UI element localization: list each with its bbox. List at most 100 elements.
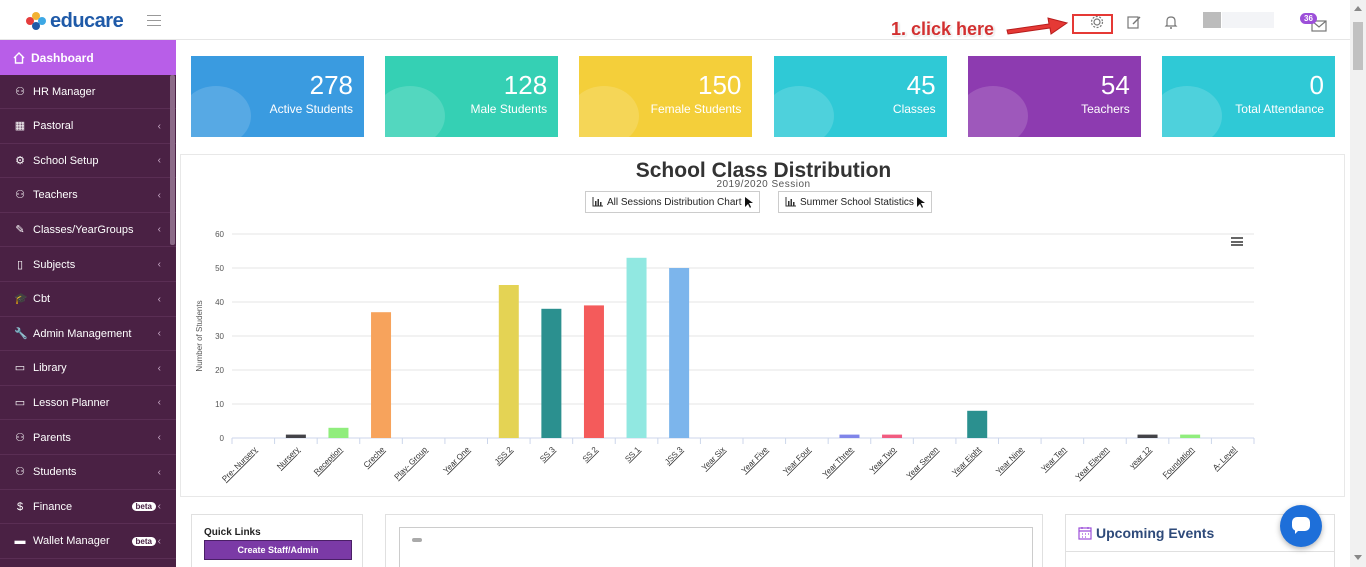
stat-card-female-students[interactable]: 150 Female Students bbox=[579, 56, 753, 137]
bell-icon[interactable] bbox=[1163, 14, 1179, 30]
beta-badge: beta bbox=[131, 502, 156, 512]
page-scrollbar[interactable] bbox=[1350, 0, 1366, 567]
chevron-left-icon: ‹ bbox=[157, 535, 161, 547]
quick-links-title: Quick Links bbox=[204, 527, 261, 538]
sidebar-item-dashboard[interactable]: Dashboard bbox=[0, 40, 184, 75]
x-tick-label: Year Ten bbox=[1039, 445, 1067, 473]
stat-label: Female Students bbox=[650, 102, 742, 116]
sidebar-item-wallet-manager[interactable]: ▬ Wallet Manager beta ‹ bbox=[0, 525, 176, 559]
x-tick-label: Year Eleven bbox=[1074, 445, 1111, 482]
x-tick-label: Year Three bbox=[821, 445, 855, 479]
sidebar-item-label: Classes/YearGroups bbox=[33, 223, 134, 236]
bar-ss-3 bbox=[541, 308, 562, 438]
chevron-left-icon: ‹ bbox=[157, 155, 161, 167]
stat-value: 54 bbox=[1100, 70, 1130, 100]
y-tick-label: 30 bbox=[215, 332, 224, 341]
settings-gear-icon[interactable] bbox=[1089, 14, 1105, 30]
chevron-left-icon: ‹ bbox=[157, 432, 161, 443]
users-icon: ⚇ bbox=[15, 85, 25, 98]
stat-value: 278 bbox=[309, 70, 353, 100]
chart-title: School Class Distribution bbox=[635, 159, 892, 182]
sidebar-item-label: Dashboard bbox=[31, 50, 94, 65]
chevron-left-icon: ‹ bbox=[157, 189, 161, 201]
card-decoration bbox=[385, 86, 446, 137]
mail-badge: 36 bbox=[1300, 13, 1317, 24]
stat-value: 45 bbox=[906, 70, 936, 100]
content-panel bbox=[385, 514, 1043, 567]
sidebar-item-admin-management[interactable]: 🔧 Admin Management ‹ bbox=[0, 317, 176, 352]
class-distribution-panel: School Class Distribution 2019/2020 Sess… bbox=[180, 154, 1345, 497]
chevron-left-icon: ‹ bbox=[157, 466, 161, 478]
scroll-up-icon[interactable] bbox=[1354, 6, 1362, 11]
logo-mark-icon bbox=[26, 12, 46, 30]
sidebar-item-school-setup[interactable]: ⚙ School Setup ‹ bbox=[0, 144, 176, 179]
bar-ss-2 bbox=[583, 305, 604, 438]
chevron-left-icon: ‹ bbox=[157, 293, 161, 305]
stat-card-active-students[interactable]: 278 Active Students bbox=[191, 56, 364, 137]
sidebar-item-teachers[interactable]: ⚇ Teachers ‹ bbox=[0, 179, 176, 213]
avatar[interactable] bbox=[1203, 12, 1221, 28]
chevron-left-icon: ‹ bbox=[157, 259, 161, 270]
stat-value: 150 bbox=[698, 70, 742, 100]
sidebar-item-cbt[interactable]: 🎓 Cbt ‹ bbox=[0, 283, 176, 317]
logo[interactable]: educare bbox=[26, 11, 124, 31]
create-staff-admin-button[interactable]: Create Staff/Admin bbox=[204, 540, 352, 560]
bar-year-eight bbox=[967, 410, 988, 438]
y-tick-label: 0 bbox=[220, 434, 225, 443]
bar-chart: 0 10 20 30 40 50 60 Number of Students Pre- Nurs… bbox=[195, 230, 1255, 483]
sidebar-item-classes-yeargroups[interactable]: ✎ Classes/YearGroups ‹ bbox=[0, 213, 176, 248]
upcoming-events-panel: Upcoming Events bbox=[1065, 514, 1335, 567]
bar-jss-3 bbox=[669, 268, 690, 438]
sidebar-item-label: Teachers bbox=[33, 189, 78, 202]
button-label: Summer School Statistics bbox=[800, 196, 914, 208]
cursor-icon bbox=[916, 196, 925, 208]
edit-icon[interactable] bbox=[1126, 14, 1142, 30]
chevron-left-icon: ‹ bbox=[157, 362, 161, 374]
sidebar-item-label: Students bbox=[33, 466, 77, 479]
edit-icon: ✎ bbox=[15, 223, 25, 236]
all-sessions-chart-button[interactable]: All Sessions Distribution Chart bbox=[585, 191, 760, 213]
dollar-icon: $ bbox=[16, 500, 24, 513]
main-content: 278 Active Students 128 Male Students 150 Fem… bbox=[176, 40, 1350, 567]
library-icon: ▭ bbox=[14, 362, 26, 375]
sidebar-item-students[interactable]: ⚇ Students ‹ bbox=[0, 456, 176, 490]
summer-school-stats-button[interactable]: Summer School Statistics bbox=[778, 191, 932, 213]
y-tick-label: 50 bbox=[215, 264, 224, 273]
divider bbox=[1066, 551, 1334, 552]
card-decoration bbox=[773, 86, 834, 137]
sidebar-item-label: HR Manager bbox=[33, 85, 96, 98]
user-icon: ⚇ bbox=[15, 431, 25, 444]
user-icon: ⚇ bbox=[15, 466, 25, 479]
x-tick-label: Year Four bbox=[781, 445, 812, 476]
stat-card-classes[interactable]: 45 Classes bbox=[773, 56, 947, 137]
scroll-down-icon[interactable] bbox=[1354, 555, 1362, 560]
sidebar-item-label: Lesson Planner bbox=[33, 396, 110, 409]
sidebar-item-lesson-planner[interactable]: ▭ Lesson Planner ‹ bbox=[0, 386, 176, 421]
chat-bubble-button[interactable] bbox=[1280, 505, 1322, 547]
gear-icon: ⚙ bbox=[15, 154, 25, 167]
chevron-left-icon: ‹ bbox=[157, 224, 161, 236]
sidebar-scrollbar[interactable] bbox=[170, 75, 175, 245]
button-label: All Sessions Distribution Chart bbox=[607, 196, 742, 208]
sidebar-item-label: Wallet Manager bbox=[33, 535, 110, 548]
x-tick-label: Year Seven bbox=[905, 445, 940, 480]
stat-card-total-attendance[interactable]: 0 Total Attendance bbox=[1162, 56, 1335, 137]
collapse-handle-icon[interactable] bbox=[412, 538, 422, 542]
sidebar-item-hr-manager[interactable]: ⚇ HR Manager bbox=[0, 75, 176, 109]
chart-menu-icon[interactable] bbox=[1231, 237, 1243, 246]
x-tick-label: SS 2 bbox=[581, 445, 600, 464]
stat-card-male-students[interactable]: 128 Male Students bbox=[385, 56, 559, 137]
user-name-placeholder[interactable] bbox=[1222, 12, 1274, 28]
users-icon: ⚇ bbox=[15, 189, 25, 202]
sidebar-item-library[interactable]: ▭ Library ‹ bbox=[0, 352, 176, 386]
stat-card-teachers[interactable]: 54 Teachers bbox=[967, 56, 1141, 137]
sidebar-item-pastoral[interactable]: ▦ Pastoral ‹ bbox=[0, 110, 176, 144]
sidebar-item-subjects[interactable]: ▯ Subjects ‹ bbox=[0, 248, 176, 282]
bar-chart-icon bbox=[785, 197, 796, 207]
sidebar-item-parents[interactable]: ⚇ Parents ‹ bbox=[0, 421, 176, 455]
bar-year-two bbox=[882, 434, 903, 438]
scroll-thumb[interactable] bbox=[1353, 22, 1363, 70]
sidebar-item-finance[interactable]: $ Finance beta ‹ bbox=[0, 490, 176, 525]
sidebar-toggle-icon[interactable] bbox=[147, 15, 161, 26]
